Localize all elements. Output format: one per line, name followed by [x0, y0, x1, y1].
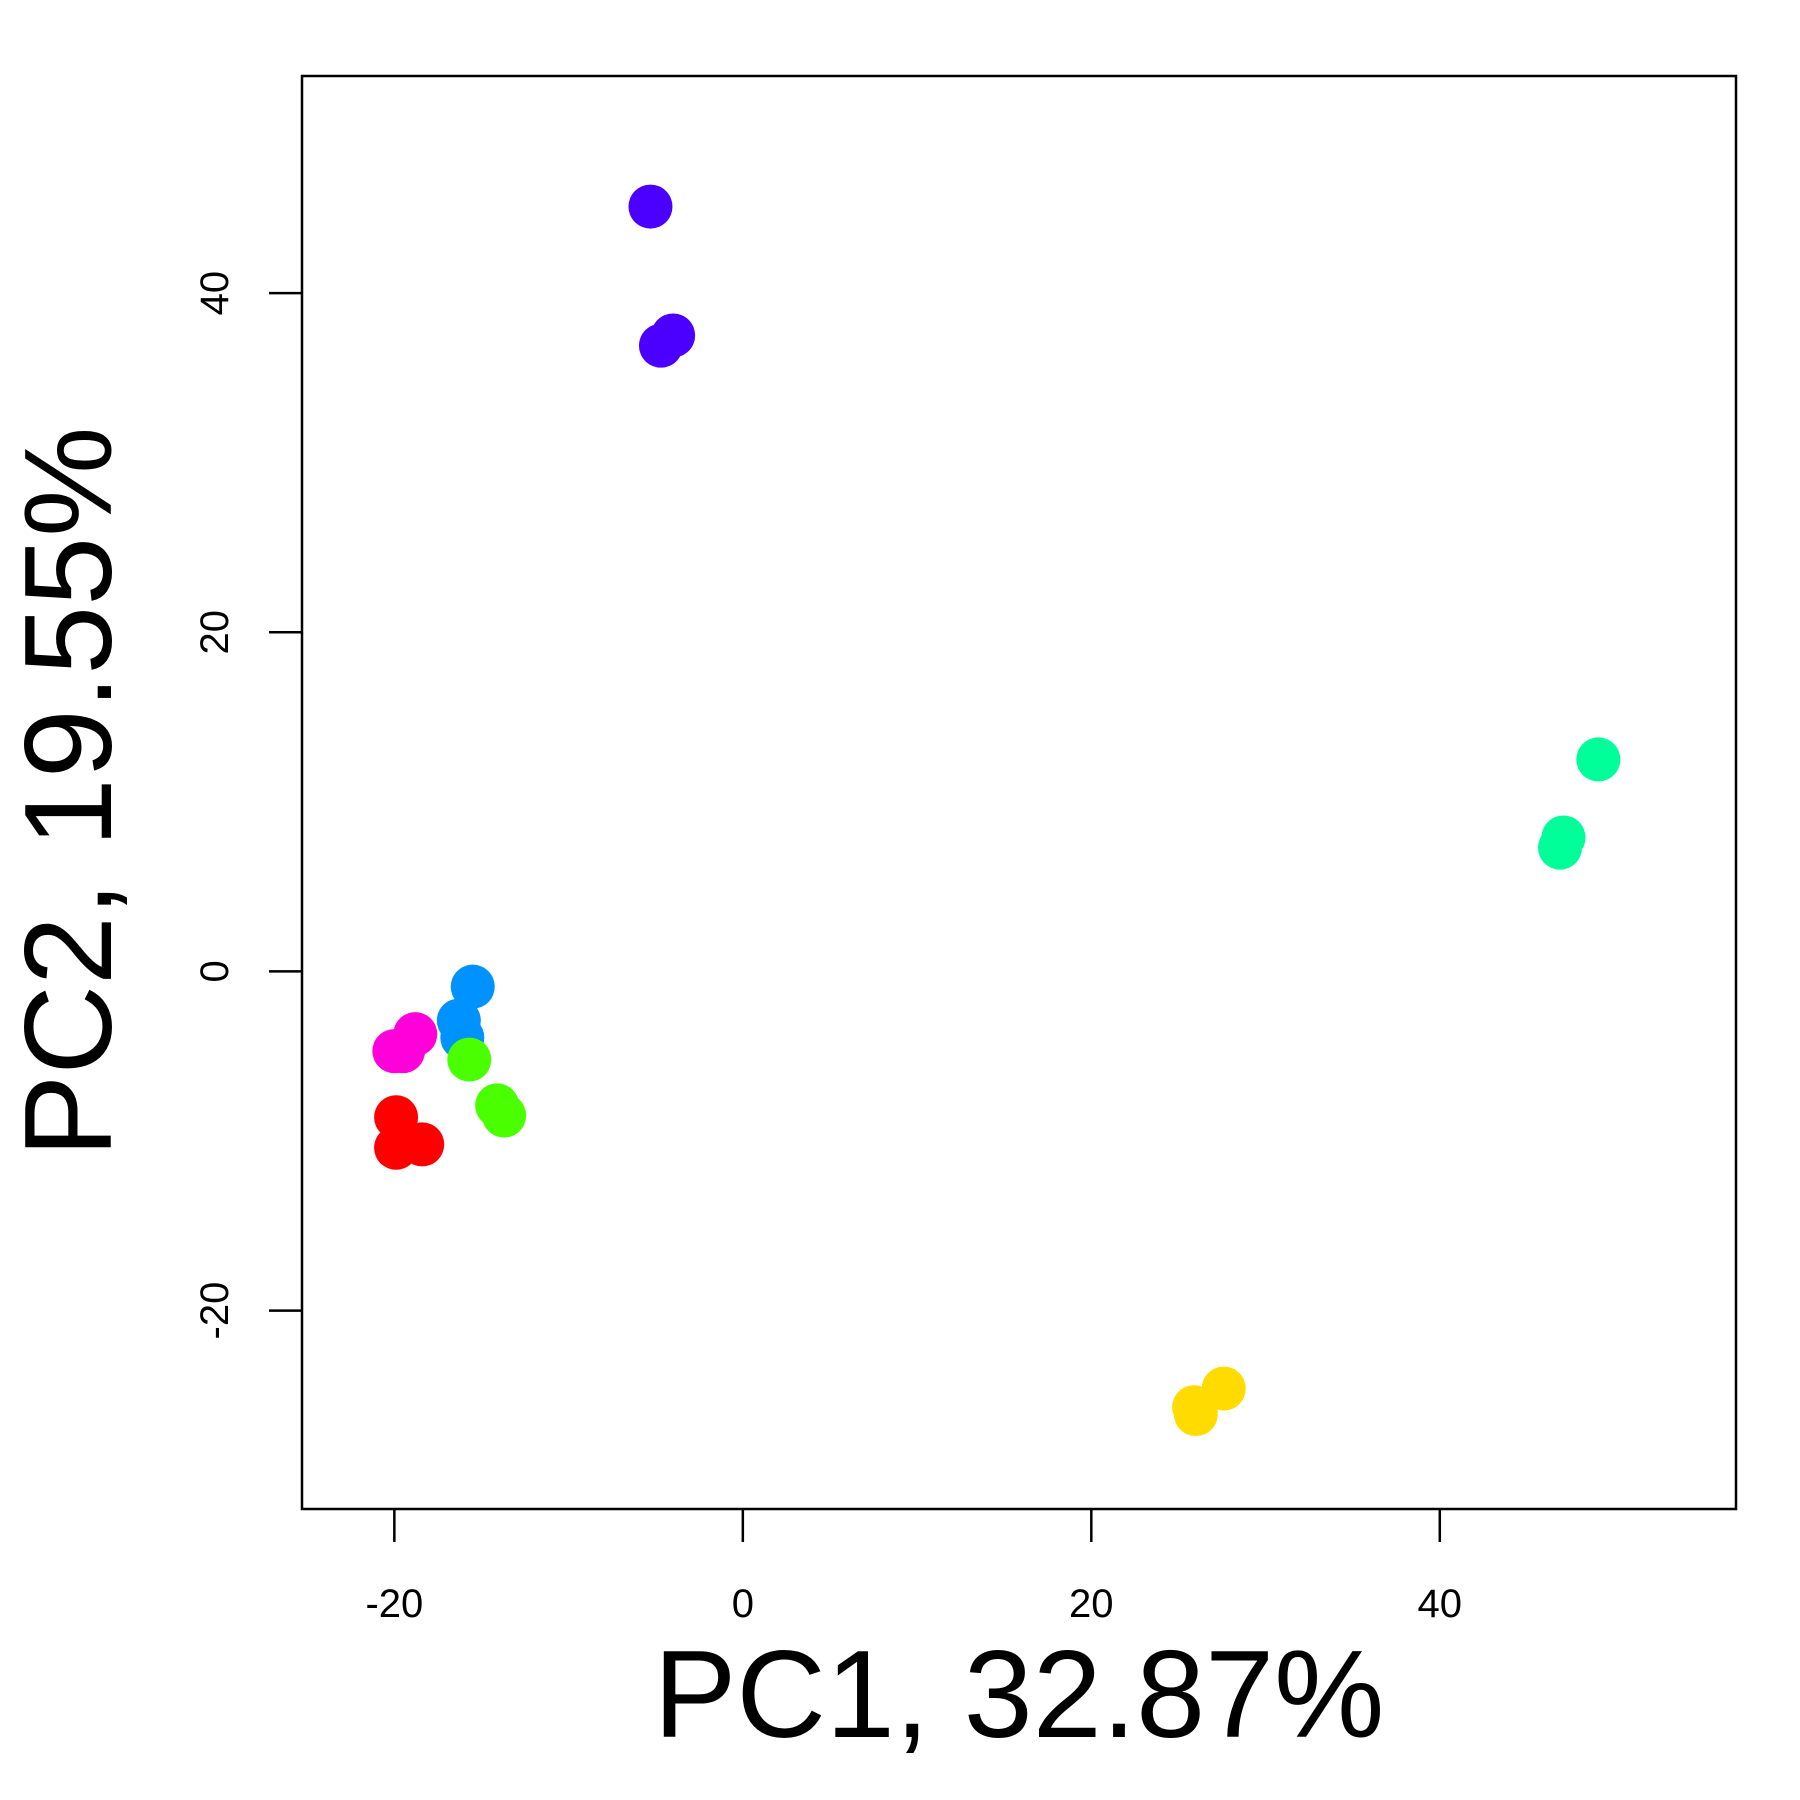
- scatter-point: [381, 1029, 426, 1074]
- y-tick-label: 40: [193, 271, 237, 316]
- x-tick-label: 0: [732, 1582, 754, 1626]
- scatter-point: [1201, 1366, 1246, 1411]
- data-points: [372, 184, 1621, 1437]
- x-tick-label: 20: [1069, 1582, 1114, 1626]
- scatter-point: [450, 964, 495, 1009]
- scatter-point: [1576, 737, 1621, 782]
- scatter-point: [374, 1125, 419, 1170]
- scatter-point: [628, 184, 673, 229]
- x-tick-label: 40: [1418, 1582, 1463, 1626]
- y-axis-title: PC2, 19.55%: [0, 427, 138, 1158]
- y-axis: -20 0 20 40: [193, 271, 302, 1340]
- y-tick-label: 20: [193, 610, 237, 655]
- scatter-point: [1538, 825, 1583, 870]
- scatter-point: [1173, 1392, 1218, 1437]
- x-tick-label: -20: [365, 1582, 423, 1626]
- scatter-point: [638, 323, 683, 368]
- scatter-point: [374, 1095, 419, 1140]
- y-tick-label: -20: [193, 1282, 237, 1340]
- scatter-point: [447, 1037, 492, 1082]
- plot-frame: [300, 74, 1738, 1511]
- x-axis-title: PC1, 32.87%: [654, 1626, 1385, 1764]
- scatter-point: [482, 1093, 527, 1138]
- x-axis: -20 0 20 40: [365, 1509, 1462, 1626]
- y-tick-label: 0: [193, 960, 237, 982]
